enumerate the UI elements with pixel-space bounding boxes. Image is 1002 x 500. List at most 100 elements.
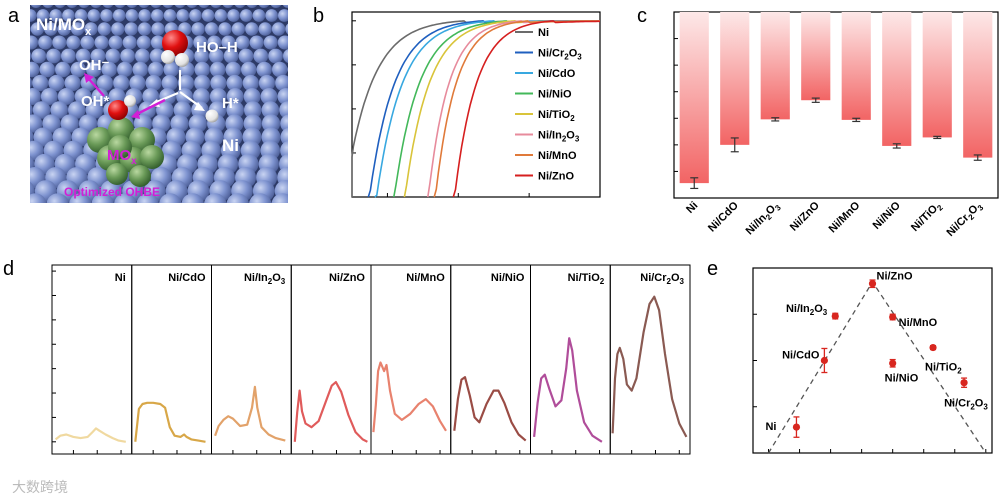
ni-atom [50, 101, 68, 119]
ni-atom [163, 9, 177, 22]
ni-atom [32, 74, 49, 92]
magenta-arrow-head [84, 73, 94, 83]
ni-atom [61, 48, 76, 64]
ni-atom [87, 9, 101, 22]
ni-atom [49, 9, 63, 22]
subplot-frame [609, 264, 691, 455]
ni-atom [243, 114, 262, 133]
ni-atom [142, 88, 160, 105]
ohbe-label: Optimized OHBE [64, 185, 160, 199]
ni-atom [105, 48, 121, 64]
plot-frame [351, 11, 601, 198]
ni-atom [270, 5, 282, 8]
ni-atom [68, 101, 86, 119]
bar-ni-in2o3 [760, 12, 790, 120]
ni-atom [191, 22, 205, 36]
ni-atom [282, 5, 288, 8]
ni-atom [263, 35, 278, 50]
ni-atom [48, 74, 65, 92]
ni-atom [42, 114, 61, 133]
ni-atom [287, 66, 288, 73]
subplot-title: Ni/TiO2 [568, 272, 605, 286]
ni-atom [125, 9, 139, 22]
ni-atom [137, 22, 152, 36]
ni-atom [6, 114, 24, 132]
bar-ni-cr2o3 [963, 12, 993, 158]
ni-atom [100, 9, 113, 22]
ni-atom [18, 0, 30, 8]
bar-ni-tio2 [922, 12, 952, 138]
ni-atom [30, 103, 33, 117]
tpd-chart: Ni Ni/CdO Ni/In2O3 Ni/ZnO Ni/MnO Ni/NiO Ni/TiO… [51, 264, 691, 455]
ni-atom [40, 88, 58, 105]
ni-atom [138, 9, 151, 22]
ni-atom [173, 101, 192, 119]
ni-atom [148, 61, 164, 78]
ni-atom [114, 5, 126, 8]
ni-atom [149, 48, 165, 64]
ni-atom [145, 74, 162, 92]
ni-atom [38, 35, 53, 50]
tpd-curve-ni-cr2o3 [611, 295, 688, 438]
ni-atom [132, 61, 148, 78]
ni-atom [150, 5, 162, 8]
point-label: Ni/Cr2O3 [944, 398, 988, 412]
ni-atom [91, 193, 114, 203]
ni-atom [204, 193, 227, 203]
ni-atom [177, 74, 195, 92]
ni-substrate-lattice [2, 0, 288, 216]
legend-entry: Ni/NiO [538, 89, 572, 101]
ni-atom [2, 193, 25, 216]
ni-atom [84, 22, 98, 36]
point-label: Ni/CdO [782, 350, 820, 362]
bar-ni-cdo [720, 12, 750, 145]
point-label: Ni/TiO2 [925, 362, 962, 376]
ni-atom [30, 9, 37, 22]
ni-atom [272, 61, 288, 78]
tpd-curve-ni-mno [372, 361, 447, 433]
ni-atom [69, 193, 92, 203]
ni-atom [249, 193, 272, 203]
ni-atom [234, 5, 246, 8]
ni-atom [80, 74, 97, 92]
ni-atom [108, 35, 123, 50]
ni-atom [57, 22, 71, 36]
plot-frame [673, 11, 999, 199]
data-point-ni-tio2 [929, 343, 937, 352]
ni-atom [194, 48, 210, 64]
ni-atom [97, 22, 112, 36]
ni-atom [285, 23, 288, 35]
ni-atom [101, 61, 117, 78]
subplot-frame [131, 264, 212, 455]
ni-atom [210, 74, 227, 92]
ni-atom [159, 193, 182, 203]
category-label: Ni/MnO [827, 199, 863, 235]
ni-atom [221, 35, 236, 50]
oh-star-label: OH* [81, 93, 110, 110]
ni-atom [10, 35, 24, 49]
tpd-curve-ni-tio2 [533, 337, 603, 443]
ni-atom [241, 61, 257, 78]
tpd-curve-ni [54, 427, 126, 443]
ni-atom [32, 101, 51, 119]
subplot-title: Ni/CdO [168, 272, 206, 284]
subplot-frame [370, 264, 452, 455]
category-label: Ni/In2O3 [744, 199, 783, 238]
legend-entry: Ni/Cr2O3 [538, 48, 582, 62]
category-label: Ni/NiO [871, 199, 904, 232]
ni-atom [66, 5, 78, 8]
ni-atom [39, 61, 55, 78]
magenta-arrow-head [131, 110, 140, 119]
ni-atom [62, 9, 75, 22]
panel-a: a [2, 0, 288, 216]
ni-atom [75, 48, 91, 64]
ni-atom [86, 61, 102, 78]
subplot-title: Ni [115, 272, 126, 284]
ni-atom [275, 74, 288, 92]
ni-atom [260, 88, 278, 105]
ni-atom [57, 88, 75, 105]
ni-atom [111, 22, 125, 36]
ni-atom [138, 5, 150, 8]
ni-atom [209, 88, 227, 105]
